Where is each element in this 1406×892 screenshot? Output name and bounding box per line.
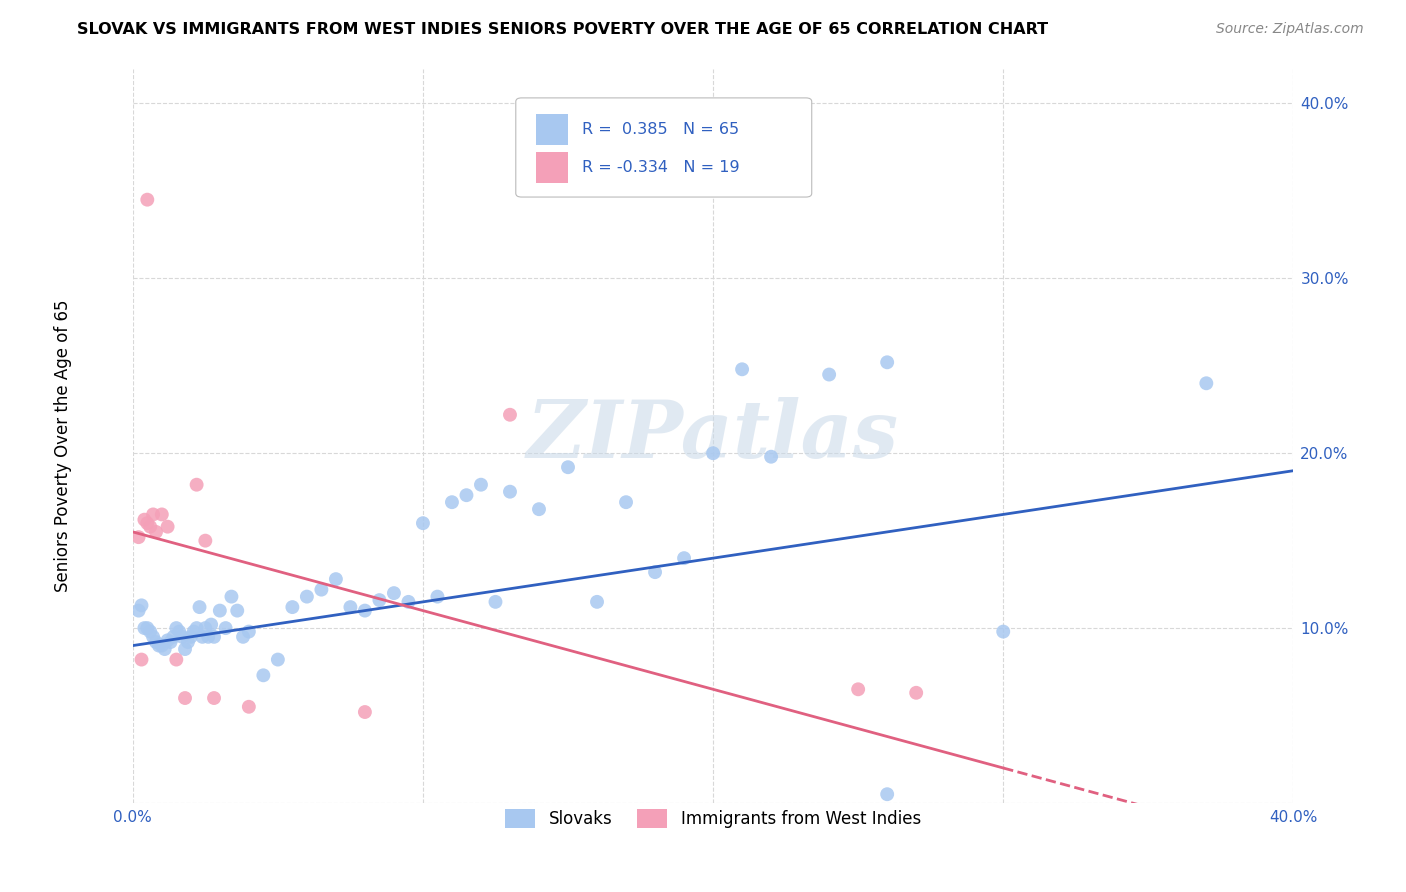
- Point: [162, 630, 184, 644]
- Point: [194, 621, 217, 635]
- Point: [165, 621, 187, 635]
- Point: [145, 635, 167, 649]
- Point: [846, 682, 869, 697]
- Point: [202, 691, 225, 706]
- Point: [156, 633, 179, 648]
- Point: [702, 446, 724, 460]
- Point: [238, 699, 260, 714]
- Point: [134, 513, 156, 527]
- Point: [136, 621, 159, 635]
- Point: [470, 477, 492, 491]
- Point: [221, 590, 243, 604]
- Point: [148, 639, 170, 653]
- Point: [876, 787, 898, 801]
- Point: [412, 516, 434, 531]
- Point: [145, 524, 167, 539]
- Point: [194, 533, 217, 548]
- Point: [214, 621, 236, 635]
- Point: [177, 635, 200, 649]
- Point: [139, 624, 162, 639]
- Point: [818, 368, 841, 382]
- Point: [174, 691, 197, 706]
- Point: [156, 519, 179, 533]
- Point: [354, 705, 377, 719]
- Point: [499, 408, 522, 422]
- Point: [226, 604, 249, 618]
- Point: [557, 460, 579, 475]
- Point: [267, 652, 290, 666]
- Text: Seniors Poverty Over the Age of 65: Seniors Poverty Over the Age of 65: [55, 300, 72, 592]
- Point: [614, 495, 637, 509]
- Text: SLOVAK VS IMMIGRANTS FROM WEST INDIES SENIORS POVERTY OVER THE AGE OF 65 CORRELA: SLOVAK VS IMMIGRANTS FROM WEST INDIES SE…: [77, 22, 1049, 37]
- Point: [202, 630, 225, 644]
- Text: Source: ZipAtlas.com: Source: ZipAtlas.com: [1216, 22, 1364, 37]
- Point: [131, 652, 153, 666]
- Point: [197, 630, 219, 644]
- Point: [731, 362, 754, 376]
- Point: [876, 355, 898, 369]
- Point: [325, 572, 347, 586]
- Point: [281, 600, 304, 615]
- FancyBboxPatch shape: [516, 98, 811, 197]
- Point: [142, 630, 165, 644]
- Legend: Slovaks, Immigrants from West Indies: Slovaks, Immigrants from West Indies: [499, 803, 928, 835]
- Point: [186, 477, 208, 491]
- Point: [191, 630, 214, 644]
- Point: [905, 686, 928, 700]
- Point: [136, 516, 159, 531]
- Point: [354, 604, 377, 618]
- Point: [644, 565, 666, 579]
- Point: [150, 639, 173, 653]
- Point: [128, 604, 150, 618]
- Point: [238, 624, 260, 639]
- Point: [382, 586, 405, 600]
- Point: [174, 642, 197, 657]
- Point: [180, 630, 202, 644]
- Point: [172, 630, 194, 644]
- Point: [759, 450, 782, 464]
- Point: [673, 551, 696, 566]
- Point: [165, 652, 187, 666]
- Point: [200, 617, 222, 632]
- Point: [295, 590, 318, 604]
- Point: [208, 604, 231, 618]
- Point: [339, 600, 361, 615]
- Text: R =  0.385   N = 65: R = 0.385 N = 65: [582, 122, 740, 137]
- Point: [186, 621, 208, 635]
- Point: [368, 593, 391, 607]
- Point: [499, 484, 522, 499]
- Point: [153, 642, 176, 657]
- Point: [131, 599, 153, 613]
- Point: [188, 600, 211, 615]
- Point: [527, 502, 550, 516]
- Point: [150, 508, 173, 522]
- Point: [139, 519, 162, 533]
- Text: R = -0.334   N = 19: R = -0.334 N = 19: [582, 161, 740, 175]
- Point: [167, 624, 190, 639]
- Text: ZIPatlas: ZIPatlas: [527, 397, 900, 475]
- Point: [311, 582, 333, 597]
- Point: [136, 193, 159, 207]
- FancyBboxPatch shape: [536, 153, 568, 183]
- FancyBboxPatch shape: [536, 114, 568, 145]
- Point: [396, 595, 419, 609]
- Point: [252, 668, 274, 682]
- Point: [440, 495, 463, 509]
- Point: [232, 630, 254, 644]
- Point: [1195, 376, 1218, 391]
- Point: [159, 635, 181, 649]
- Point: [586, 595, 609, 609]
- Point: [134, 621, 156, 635]
- Point: [183, 624, 205, 639]
- Point: [142, 508, 165, 522]
- Point: [484, 595, 506, 609]
- Point: [456, 488, 478, 502]
- Point: [993, 624, 1015, 639]
- Point: [426, 590, 449, 604]
- Point: [128, 530, 150, 544]
